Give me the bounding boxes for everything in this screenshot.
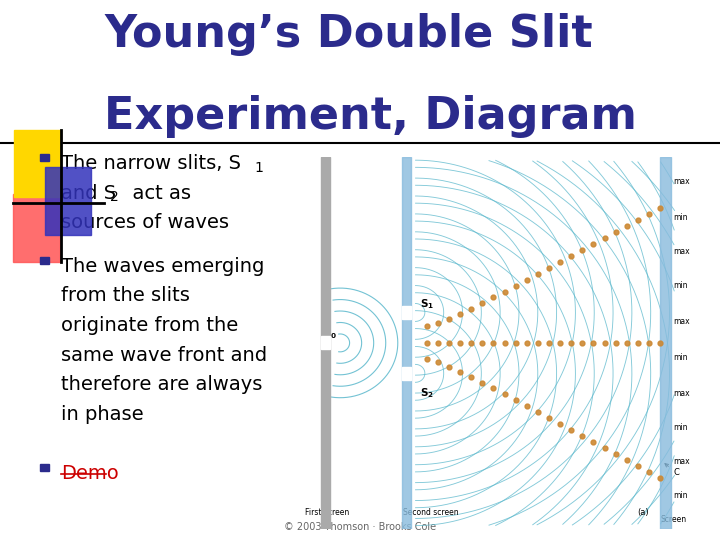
Text: First screen: First screen [305, 508, 349, 517]
Bar [321, 336, 330, 349]
Text: max: max [673, 247, 690, 256]
Text: min: min [673, 353, 688, 362]
Bar [321, 157, 330, 529]
Bar [402, 157, 410, 529]
Text: therefore are always: therefore are always [61, 375, 263, 394]
Bar [14, 130, 61, 197]
Text: sources of waves: sources of waves [61, 213, 229, 232]
Text: 1: 1 [254, 161, 263, 175]
Text: from the slits: from the slits [61, 286, 190, 305]
Text: The narrow slits, S: The narrow slits, S [61, 154, 241, 173]
Bar [402, 306, 410, 319]
Bar [45, 167, 91, 235]
Text: Demo: Demo [61, 464, 119, 483]
Bar [402, 367, 410, 380]
Text: Second screen: Second screen [402, 508, 459, 517]
Text: $\mathbf{S_0}$: $\mathbf{S_0}$ [323, 327, 338, 341]
Text: act as: act as [120, 184, 192, 202]
Text: and S: and S [61, 184, 117, 202]
Text: $\mathbf{S_2}$: $\mathbf{S_2}$ [420, 386, 434, 400]
Text: same wave front and: same wave front and [61, 346, 267, 365]
Text: The waves emerging: The waves emerging [61, 256, 264, 275]
Text: in phase: in phase [61, 405, 144, 424]
Text: C: C [665, 464, 679, 477]
Text: Experiment, Diagram: Experiment, Diagram [104, 94, 637, 138]
Text: min: min [673, 213, 688, 222]
Text: max: max [673, 317, 690, 326]
Bar [660, 157, 671, 529]
Text: max: max [673, 389, 690, 397]
Text: $\mathbf{S_1}$: $\mathbf{S_1}$ [420, 297, 434, 310]
Bar [40, 154, 49, 161]
Text: 2: 2 [110, 190, 119, 204]
Text: originate from the: originate from the [61, 316, 238, 335]
Text: Young’s Double Slit: Young’s Double Slit [104, 14, 593, 57]
Text: min: min [673, 423, 688, 431]
Text: Screen: Screen [660, 515, 686, 524]
Text: max: max [673, 177, 690, 186]
Bar [13, 194, 60, 262]
Text: min: min [673, 491, 688, 500]
Text: max: max [673, 457, 690, 465]
Text: min: min [673, 281, 688, 290]
Text: © 2003 Thomson · Brooks Cole: © 2003 Thomson · Brooks Cole [284, 522, 436, 532]
Text: (a): (a) [637, 508, 649, 517]
Bar [40, 256, 49, 264]
Bar [40, 464, 49, 471]
